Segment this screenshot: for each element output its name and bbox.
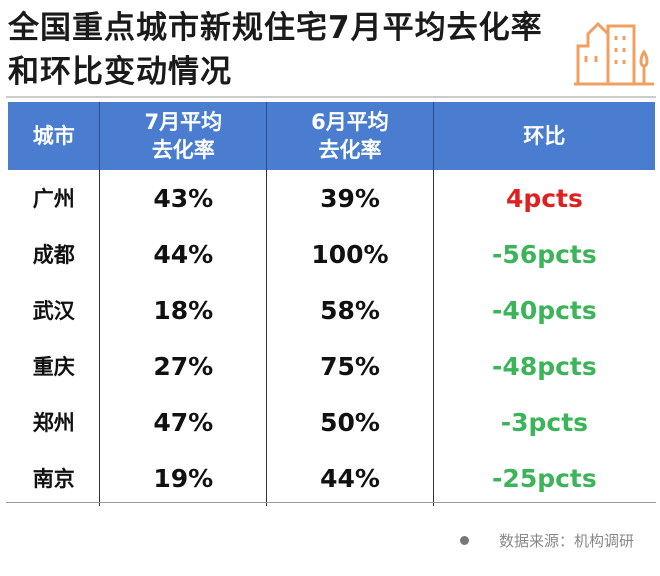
cell-june: 50% bbox=[266, 394, 434, 450]
cell-june: 100% bbox=[266, 226, 434, 282]
cell-july: 43% bbox=[99, 170, 267, 226]
cell-july: 44% bbox=[99, 226, 267, 282]
header-july: 7月平均 去化率 bbox=[99, 102, 267, 170]
cell-change: -3pcts bbox=[432, 394, 655, 450]
cell-city: 重庆 bbox=[32, 355, 75, 379]
header-change: 环比 bbox=[432, 102, 655, 170]
data-table: 城市 7月平均 去化率 6月平均 去化率 环比 广州 43% 39% 4pcts 成都 44%… bbox=[8, 102, 655, 506]
header-june: 6月平均 去化率 bbox=[266, 102, 434, 170]
cell-june: 58% bbox=[266, 282, 434, 338]
cell-july: 18% bbox=[99, 282, 267, 338]
table-row: 郑州 47% 50% -3pcts bbox=[8, 394, 655, 450]
divider bbox=[6, 502, 656, 503]
header-city: 城市 bbox=[8, 102, 100, 170]
table-row: 武汉 18% 58% -40pcts bbox=[8, 282, 655, 338]
table-row: 南京 19% 44% -25pcts bbox=[8, 450, 655, 506]
cell-city: 广州 bbox=[32, 187, 75, 211]
table-row: 广州 43% 39% 4pcts bbox=[8, 170, 655, 226]
source-note: 数据来源：机构调研 bbox=[460, 530, 634, 551]
bullet-icon bbox=[460, 536, 469, 545]
table-row: 重庆 27% 75% -48pcts bbox=[8, 338, 655, 394]
cell-july: 19% bbox=[99, 450, 267, 506]
cell-city: 郑州 bbox=[32, 411, 75, 435]
cell-july: 47% bbox=[99, 394, 267, 450]
buildings-icon bbox=[574, 21, 654, 86]
divider bbox=[6, 96, 656, 98]
table-row: 成都 44% 100% -56pcts bbox=[8, 226, 655, 282]
cell-july: 27% bbox=[99, 338, 267, 394]
cell-june: 44% bbox=[266, 450, 434, 506]
cell-change: -56pcts bbox=[432, 226, 655, 282]
page-title: 全国重点城市新规住宅7月平均去化率和环比变动情况 bbox=[8, 10, 543, 90]
cell-change: -25pcts bbox=[432, 450, 655, 506]
cell-city: 南京 bbox=[32, 467, 75, 491]
cell-june: 75% bbox=[266, 338, 434, 394]
cell-change: 4pcts bbox=[432, 170, 655, 226]
cell-change: -48pcts bbox=[432, 338, 655, 394]
cell-city: 武汉 bbox=[32, 299, 75, 323]
cell-city: 成都 bbox=[32, 243, 75, 267]
cell-change: -40pcts bbox=[432, 282, 655, 338]
cell-june: 39% bbox=[266, 170, 434, 226]
